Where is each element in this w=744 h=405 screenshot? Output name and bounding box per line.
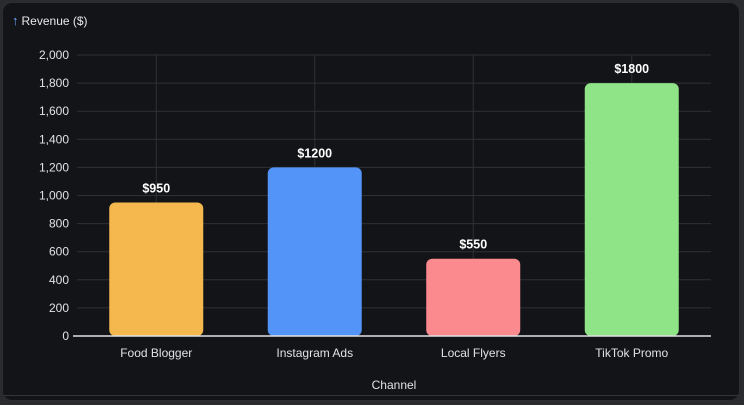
- chart-card: ↑ Revenue ($) 0 200 400 600 800 1,000 1,200 1,4…: [2, 2, 740, 401]
- bar: [584, 83, 679, 336]
- data-label: $1200: [297, 146, 332, 160]
- y-tick-label: 1,800: [39, 76, 69, 90]
- x-tick-label: TikTok Promo: [595, 346, 668, 360]
- y-tick-label: 1,600: [39, 104, 69, 118]
- bar: [267, 167, 362, 336]
- y-tick-label: 2,000: [39, 48, 69, 62]
- data-label: $950: [142, 182, 170, 196]
- x-tick-label: Food Blogger: [120, 346, 192, 360]
- y-tick-label: 200: [49, 301, 69, 315]
- y-tick-label: 600: [49, 245, 69, 259]
- y-axis-title: ↑ Revenue ($): [12, 13, 88, 28]
- bar-chart: 0 200 400 600 800 1,000 1,200 1,400 1,600 1,800 2,…: [39, 48, 711, 392]
- y-tick-label: 1,400: [39, 132, 69, 146]
- x-tick-label: Instagram Ads: [276, 346, 353, 360]
- y-tick-label: 800: [49, 217, 69, 231]
- x-tick-label: Local Flyers: [441, 346, 506, 360]
- y-tick-label: 1,000: [39, 189, 69, 203]
- bar: [426, 258, 521, 336]
- data-label: $550: [459, 238, 487, 252]
- bar: [109, 202, 204, 336]
- y-tick-label: 1,200: [39, 160, 69, 174]
- data-label: $1800: [614, 62, 649, 76]
- bottom-divider: [3, 395, 739, 396]
- y-axis-title-text: Revenue ($): [21, 13, 88, 28]
- y-tick-label: 0: [62, 329, 69, 343]
- x-axis-title: Channel: [372, 378, 417, 392]
- y-tick-label: 400: [49, 273, 69, 287]
- up-arrow-icon: ↑: [12, 13, 19, 28]
